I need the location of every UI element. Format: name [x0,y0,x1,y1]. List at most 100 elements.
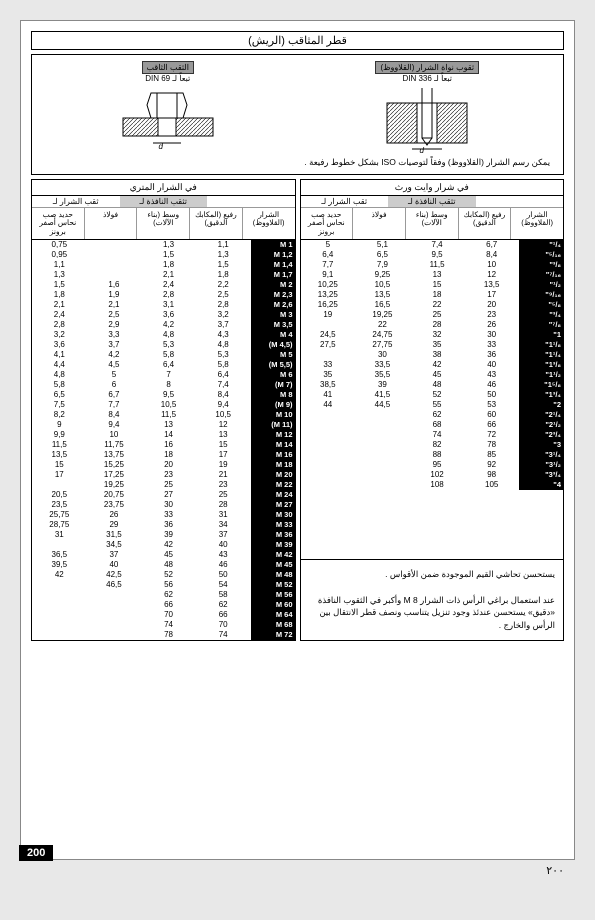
cell [32,540,87,550]
cell: 26 [87,510,142,520]
cell: 45 [410,370,465,380]
table-row: M 22232519,25 [32,480,295,490]
cell: 66 [141,600,196,610]
cell: 19,25 [355,310,410,320]
cell: 10,5 [196,410,251,420]
thread-size: M 1,4 [251,260,295,270]
thread-size: ¹/₄" [519,240,563,250]
cell [301,450,356,460]
cell: 9,5 [410,250,465,260]
metric-group-row: تثقب النافذة لـ ثقب الشرار لـ [32,196,295,208]
cell: 9,4 [87,420,142,430]
cell: 5,8 [32,380,87,390]
cell: 30 [141,500,196,510]
thread-size: 1" [519,330,563,340]
thread-size: 2¹/₄" [519,410,563,420]
cell: 19,25 [87,480,142,490]
cell: 22 [355,320,410,330]
cell [87,260,142,270]
cell: 20 [464,300,519,310]
table-row: M 39404234,5 [32,540,295,550]
cell: 66 [196,610,251,620]
cell: 17 [196,450,251,460]
cell: 23,75 [87,500,142,510]
thread-size: M 24 [251,490,295,500]
top-diagrams: ثقوب نواة الشرار (القلاووظ) تبعاً لـ DIN… [31,54,564,175]
table-row: M 66,4754,8 [32,370,295,380]
cell: 3,1 [141,300,196,310]
table-row: 2³/₄"7274 [301,430,564,440]
table-row: ⁵/₈"202216,516,25 [301,300,564,310]
cell: 4,8 [32,370,87,380]
cell: 38 [410,350,465,360]
cell: 7,7 [87,400,142,410]
thread-size: M 18 [251,460,295,470]
cell: 39,5 [32,560,87,570]
thread-size: M 6 [251,370,295,380]
cell: 38,5 [301,380,356,390]
table-row: M 727478 [32,630,295,640]
diagram-left: الثقب الثاقب تبعاً لـ DIN 69 d [38,61,298,168]
cell: 8,4 [87,410,142,420]
cell: 11,5 [141,410,196,420]
cell: 2,8 [196,300,251,310]
cell: 17 [32,470,87,480]
cell: 3,7 [196,320,251,330]
thread-size: M 60 [251,600,295,610]
tables-container: في الشرار المتري تثقب النافذة لـ ثقب الش… [31,179,564,641]
thread-size: M 52 [251,580,295,590]
cell: 2,2 [196,280,251,290]
cell: 6,7 [87,390,142,400]
cell: 6,5 [355,250,410,260]
cell: 7 [141,370,196,380]
cell: 46 [464,380,519,390]
thread-size: M 20 [251,470,295,480]
cell: 13 [141,420,196,430]
cell: 19 [196,460,251,470]
cell: 19 [301,310,356,320]
table-row: ⁵/₁₆"8,49,56,56,4 [301,250,564,260]
thread-size: M 2,6 [251,300,295,310]
cell: 6,4 [141,360,196,370]
thread-size: M 33 [251,520,295,530]
cell: 5,8 [141,350,196,360]
cell: 1,3 [32,270,87,280]
cell: 30 [464,330,519,340]
cell: 20,5 [32,490,87,500]
cell: 28 [196,500,251,510]
thread-size: M 1,2 [251,250,295,260]
cell: 35,5 [355,370,410,380]
cell: 98 [464,470,519,480]
whit-body: ¹/₄"6,77,45,15⁵/₁₆"8,49,56,56,4³/₈"1011,… [301,240,564,490]
cell [355,410,410,420]
cell: 25 [141,480,196,490]
left-label: الثقب الثاقب [142,61,194,74]
cell [355,480,410,490]
cell: 26 [464,320,519,330]
thread-size: 2¹/₂" [519,420,563,430]
cell: 54 [196,580,251,590]
cell: 1,5 [32,280,87,290]
cell: 95 [410,460,465,470]
note-1: يستحسن تحاشي القيم الموجودة ضمن الأقواس … [309,568,556,581]
cell: 2,5 [87,310,142,320]
cell: 4,3 [196,330,251,340]
group2-label-w: ثقب الشرار لـ [301,196,389,207]
table-row: M 2,62,83,12,12,1 [32,300,295,310]
cell: 31 [196,510,251,520]
thread-size: ⁵/₁₆" [519,250,563,260]
cell: 35 [301,370,356,380]
metric-table: في الشرار المتري تثقب النافذة لـ ثقب الش… [31,179,296,641]
cell: 44 [301,400,356,410]
thread-size: M 27 [251,500,295,510]
cell: 72 [464,430,519,440]
table-row: M 3,53,74,22,92,8 [32,320,295,330]
table-row: 1"303224,7524,5 [301,330,564,340]
cell: 24,5 [301,330,356,340]
thread-size: M 22 [251,480,295,490]
cell: 16,25 [301,300,356,310]
cell [87,610,142,620]
cell: 9,4 [196,400,251,410]
col-tap: الشرار (القلاووظ) [242,208,295,239]
cell: 1,9 [87,290,142,300]
